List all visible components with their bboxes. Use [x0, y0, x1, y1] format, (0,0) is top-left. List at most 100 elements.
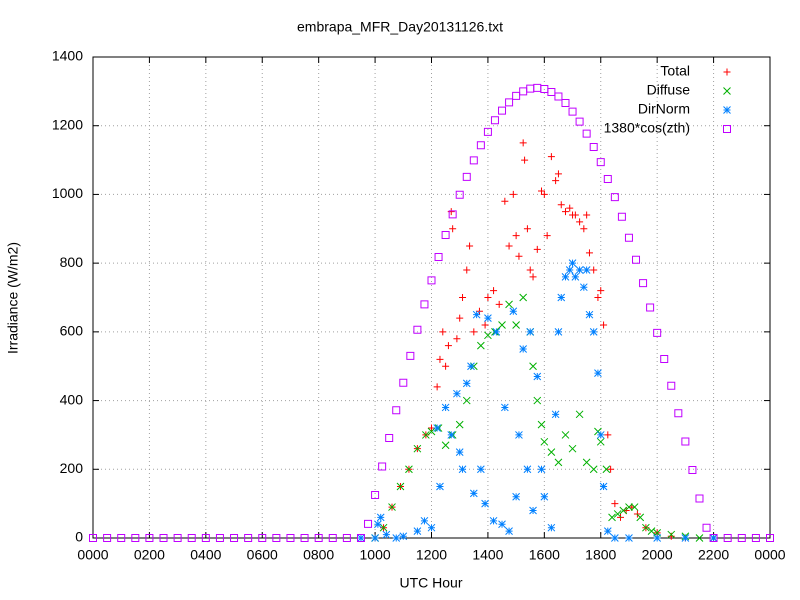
y-tick-label: 400 — [60, 391, 84, 407]
data-point — [436, 482, 444, 491]
data-point — [737, 534, 746, 542]
data-point — [456, 314, 464, 322]
x-tick-label: 0800 — [303, 547, 334, 563]
data-point — [521, 156, 529, 164]
data-point — [547, 523, 556, 532]
x-tick-label: 0600 — [247, 547, 278, 563]
data-point — [589, 328, 598, 336]
data-point — [576, 218, 584, 226]
data-point — [455, 448, 464, 456]
data-point — [442, 362, 450, 370]
data-point — [469, 156, 478, 165]
data-point — [597, 287, 605, 295]
data-point — [433, 424, 441, 432]
data-point — [723, 534, 732, 542]
data-point — [515, 252, 523, 260]
x-tick-label: 0400 — [190, 547, 221, 563]
data-point — [557, 293, 566, 302]
data-point — [286, 534, 295, 542]
data-point — [466, 242, 474, 250]
data-point — [523, 465, 532, 474]
data-point — [484, 294, 492, 301]
data-point — [498, 321, 506, 329]
data-point — [356, 534, 365, 542]
data-point — [540, 492, 549, 501]
data-point — [625, 503, 633, 511]
data-point — [594, 294, 602, 301]
data-point — [585, 249, 593, 257]
data-point — [420, 516, 429, 525]
data-point — [540, 190, 548, 198]
data-point — [653, 328, 662, 337]
data-point — [610, 193, 619, 202]
data-point — [543, 232, 551, 240]
legend-label: Diffuse — [647, 82, 691, 98]
data-point — [500, 403, 509, 412]
data-point — [357, 534, 365, 542]
data-point — [512, 321, 520, 329]
data-point — [505, 98, 514, 107]
y-axis-label: Irradiance (W/m2) — [5, 242, 21, 354]
data-point — [476, 141, 485, 150]
data-point — [533, 396, 542, 405]
data-point — [647, 527, 656, 535]
legend-marker — [723, 87, 731, 95]
data-point — [583, 211, 591, 219]
legend-label: 1380*cos(zth) — [604, 120, 690, 136]
y-tick-label: 1200 — [52, 116, 83, 132]
data-point — [642, 523, 650, 532]
data-point — [371, 534, 379, 542]
data-point — [477, 341, 485, 350]
data-point — [561, 208, 569, 216]
data-point — [533, 245, 541, 253]
data-point — [523, 225, 531, 233]
data-point — [444, 342, 452, 350]
data-point — [441, 441, 450, 450]
data-point — [571, 273, 580, 281]
data-point — [427, 523, 436, 532]
data-point — [512, 492, 520, 501]
data-point — [433, 383, 441, 391]
data-point — [611, 500, 619, 508]
data-point — [515, 431, 523, 439]
data-point — [751, 534, 760, 542]
data-point — [371, 491, 380, 500]
legend-marker — [723, 68, 731, 76]
data-point — [602, 465, 611, 474]
data-point — [561, 273, 570, 281]
data-point — [537, 420, 546, 429]
data-point — [533, 372, 542, 381]
data-point — [509, 307, 518, 316]
data-point — [667, 530, 676, 539]
data-point — [537, 465, 546, 474]
data-point — [624, 233, 633, 242]
data-point — [483, 127, 492, 136]
data-point — [463, 266, 471, 274]
data-point — [481, 499, 489, 508]
data-point — [512, 91, 521, 100]
data-point — [462, 172, 471, 181]
legend-marker — [723, 106, 731, 114]
data-point — [413, 444, 422, 453]
data-point — [215, 534, 224, 542]
data-point — [501, 197, 509, 205]
data-point — [469, 489, 478, 498]
data-point — [467, 362, 475, 371]
data-point — [589, 143, 598, 152]
data-point — [667, 381, 676, 390]
data-point — [392, 534, 401, 542]
data-point — [639, 279, 648, 288]
data-point — [449, 225, 457, 233]
y-tick-label: 200 — [60, 460, 84, 476]
chart-title: embrapa_MFR_Day20131126.txt — [297, 19, 503, 35]
data-point — [512, 232, 520, 240]
data-point — [617, 212, 626, 221]
data-point — [388, 503, 396, 511]
data-point — [613, 510, 622, 518]
data-point — [575, 117, 584, 126]
data-point — [364, 519, 373, 528]
data-point — [439, 328, 447, 336]
data-point — [117, 534, 126, 542]
data-point — [540, 437, 549, 446]
data-point — [484, 331, 492, 340]
